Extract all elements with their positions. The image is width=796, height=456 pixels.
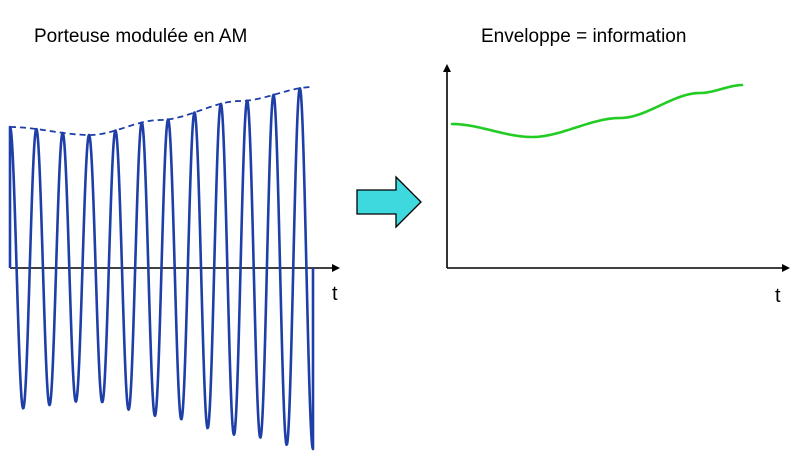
- left-time-axis-label: t: [332, 283, 338, 305]
- right-panel: [443, 64, 790, 272]
- modulated-carrier-wave: [8, 87, 315, 451]
- right-panel-title: Enveloppe = information: [481, 26, 687, 47]
- right-time-axis-label: t: [775, 285, 781, 307]
- information-envelope-curve: [450, 83, 744, 139]
- transform-arrow: [356, 175, 422, 229]
- left-panel-title: Porteuse modulée en AM: [34, 26, 248, 47]
- left-panel: [8, 86, 340, 451]
- upper-envelope-dashed: [9, 86, 313, 136]
